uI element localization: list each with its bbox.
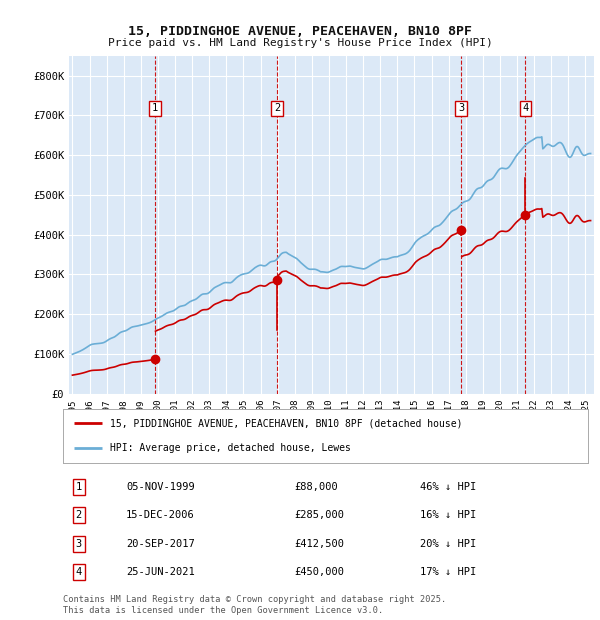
Text: £412,500: £412,500 [294,539,344,549]
Text: Price paid vs. HM Land Registry's House Price Index (HPI): Price paid vs. HM Land Registry's House … [107,38,493,48]
Text: HPI: Average price, detached house, Lewes: HPI: Average price, detached house, Lewe… [110,443,351,453]
Text: 46% ↓ HPI: 46% ↓ HPI [420,482,476,492]
Text: £88,000: £88,000 [294,482,338,492]
Text: 15, PIDDINGHOE AVENUE, PEACEHAVEN, BN10 8PF (detached house): 15, PIDDINGHOE AVENUE, PEACEHAVEN, BN10 … [110,418,463,428]
Text: 3: 3 [76,539,82,549]
Text: £285,000: £285,000 [294,510,344,520]
Text: £450,000: £450,000 [294,567,344,577]
Text: 2: 2 [274,103,280,113]
Text: 3: 3 [458,103,464,113]
Text: 16% ↓ HPI: 16% ↓ HPI [420,510,476,520]
Text: 17% ↓ HPI: 17% ↓ HPI [420,567,476,577]
Text: 4: 4 [76,567,82,577]
Text: 20% ↓ HPI: 20% ↓ HPI [420,539,476,549]
Text: 25-JUN-2021: 25-JUN-2021 [126,567,195,577]
Text: 15, PIDDINGHOE AVENUE, PEACEHAVEN, BN10 8PF: 15, PIDDINGHOE AVENUE, PEACEHAVEN, BN10 … [128,25,472,38]
Text: 20-SEP-2017: 20-SEP-2017 [126,539,195,549]
Text: 1: 1 [152,103,158,113]
Text: 4: 4 [522,103,529,113]
Text: 05-NOV-1999: 05-NOV-1999 [126,482,195,492]
Text: 1: 1 [76,482,82,492]
Text: 15-DEC-2006: 15-DEC-2006 [126,510,195,520]
Text: 2: 2 [76,510,82,520]
Text: Contains HM Land Registry data © Crown copyright and database right 2025.
This d: Contains HM Land Registry data © Crown c… [63,595,446,614]
